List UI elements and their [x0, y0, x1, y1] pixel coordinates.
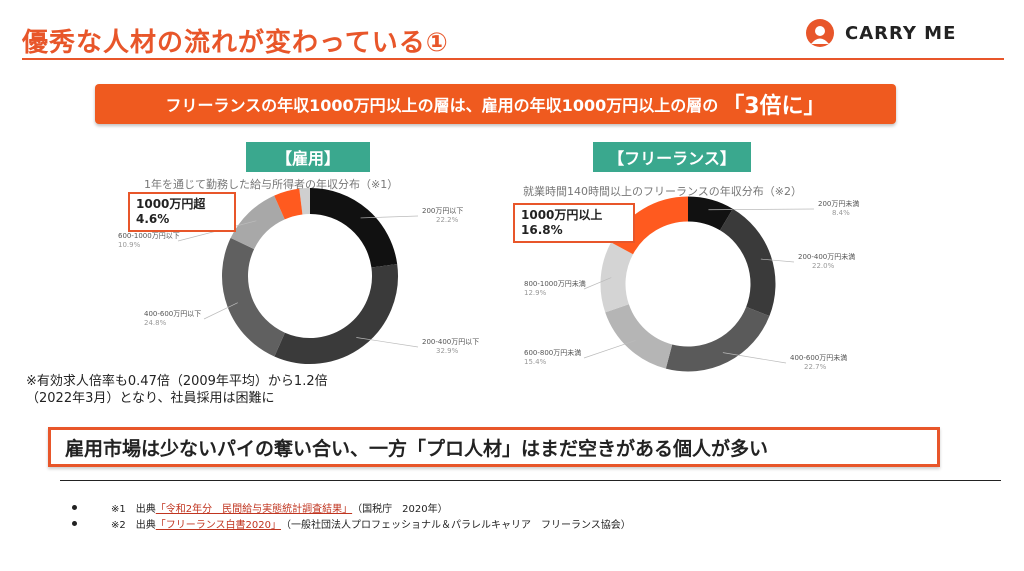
leader-line: [356, 337, 419, 348]
bullet-icon: [72, 521, 77, 526]
source-mark: ※2 出典: [111, 520, 156, 531]
slice-category-label: 400-600万円以下: [144, 310, 201, 318]
slice-category-label: 600-1000万円以下: [118, 232, 180, 240]
logo-mark-icon: [806, 19, 834, 47]
leader-line: [203, 302, 238, 320]
freelance-label: 【フリーランス】: [593, 142, 751, 172]
slice-value-label: 22.7%: [804, 363, 827, 371]
slice-value-label: 22.0%: [812, 262, 835, 270]
slice-value-label: 10.9%: [118, 241, 141, 249]
leader-line: [583, 277, 612, 290]
donut-slice: [665, 306, 770, 372]
slice-value-label: 22.2%: [436, 216, 459, 224]
leader-line: [708, 208, 815, 211]
employment-highlight-box: 1000万円超 4.6%: [128, 192, 236, 232]
key-message-box: 雇用市場は少ないパイの奪い合い、一方「プロ人材」はまだ空きがある個人が多い: [48, 427, 940, 467]
brand-logo: CARRY ME: [805, 18, 956, 48]
note-line-1: ※有効求人倍率も0.47倍（2009年平均）から1.2倍: [26, 374, 328, 389]
source-mark: ※1 出典: [111, 504, 156, 515]
donut-slice: [687, 196, 733, 231]
slice-value-label: 12.9%: [524, 289, 547, 297]
source-link[interactable]: 「フリーランス白書2020」: [155, 520, 281, 531]
source-item-2: ※2 出典 「フリーランス白書2020」 （一般社団法人プロフェッショナル＆パラ…: [72, 516, 631, 531]
page-title: 優秀な人材の流れが変わっている①: [22, 28, 449, 58]
freelance-chart-title: 就業時間140時間以上のフリーランスの年収分布（※2）: [523, 185, 802, 198]
leader-line: [760, 258, 795, 263]
bullet-icon: [72, 505, 77, 510]
note-line-2: （2022年3月）となり、社員採用は困難に: [26, 391, 275, 406]
donut-slice: [600, 242, 634, 313]
source-suffix: （国税庁 2020年）: [352, 504, 448, 515]
donut-slice: [605, 303, 673, 369]
logo-text: CARRY ME: [845, 22, 957, 44]
source-item-1: ※1 出典 「令和2年分 民間給与実態統計調査結果」 （国税庁 2020年）: [72, 500, 448, 515]
leader-line: [583, 340, 636, 359]
source-suffix: （一般社団法人プロフェッショナル＆パラレルキャリア フリーランス協会）: [281, 520, 631, 531]
slice-value-label: 24.8%: [144, 319, 167, 327]
slice-category-label: 200-400万円以下: [422, 338, 479, 346]
slice-category-label: 200-400万円未満: [798, 252, 855, 261]
slice-category-label: 600-800万円未満: [524, 348, 581, 357]
slice-value-label: 32.9%: [436, 347, 459, 355]
donut-slice: [222, 237, 286, 357]
footer-divider: [60, 480, 1001, 481]
freelance-highlight-box: 1000万円以上 16.8%: [513, 203, 635, 243]
donut-slice: [274, 263, 398, 364]
donut-slice: [719, 208, 776, 316]
source-link[interactable]: 「令和2年分 民間給与実態統計調査結果」: [155, 504, 353, 515]
donut-slice: [274, 188, 303, 220]
slice-category-label: 200万円未満: [818, 199, 859, 208]
leader-line: [360, 215, 419, 219]
title-underline: [22, 58, 1004, 60]
donut-slice: [230, 195, 286, 250]
slice-category-label: 200万円以下: [422, 207, 463, 215]
banner-text: フリーランスの年収1000万円以上の層は、雇用の年収1000万円以上の層の: [165, 96, 719, 115]
employment-label: 【雇用】: [246, 142, 370, 172]
slice-value-label: 8.4%: [832, 209, 850, 217]
donut-slice: [309, 188, 398, 269]
leader-line: [722, 352, 787, 364]
slice-category-label: 400-600万円未満: [790, 353, 847, 362]
banner-emphasis: 「3倍に」: [722, 94, 826, 119]
headline-banner: フリーランスの年収1000万円以上の層は、雇用の年収1000万円以上の層の 「3…: [95, 84, 896, 124]
donut-gap: [299, 188, 311, 215]
slice-value-label: 15.4%: [524, 358, 547, 366]
slice-category-label: 800-1000万円未満: [524, 279, 586, 288]
job-ratio-note: ※有効求人倍率も0.47倍（2009年平均）から1.2倍 （2022年3月）とな…: [26, 373, 328, 407]
employment-chart-title: 1年を通じて勤務した給与所得者の年収分布（※1）: [144, 178, 399, 191]
